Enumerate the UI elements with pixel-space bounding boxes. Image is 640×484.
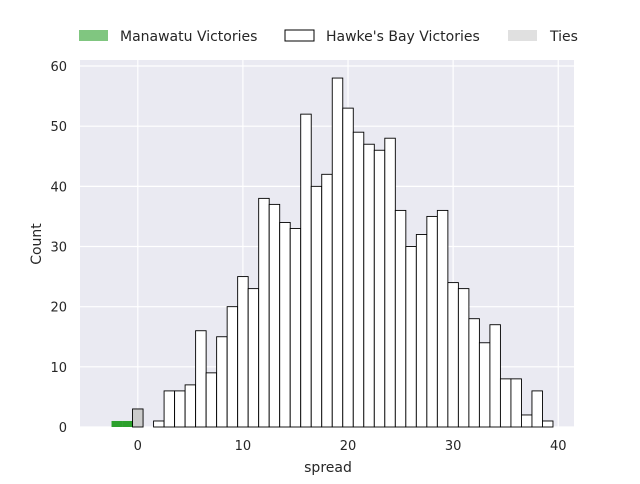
series-ties	[132, 408, 144, 428]
series-hawke-s-bay-victories	[153, 77, 554, 428]
histogram-bar	[132, 408, 144, 428]
histogram-bar	[373, 149, 386, 428]
legend-item: Hawke's Bay Victories	[284, 29, 480, 45]
histogram-bar	[436, 209, 449, 428]
histogram-bar	[310, 185, 323, 428]
legend-swatch	[508, 30, 537, 41]
histogram-bar	[279, 221, 291, 428]
series-manawatu-victories	[111, 420, 133, 427]
histogram-bar	[342, 107, 354, 428]
histogram-bar	[384, 137, 396, 428]
histogram-bar	[237, 276, 249, 428]
legend-item: Manawatu Victories	[79, 29, 257, 45]
y-tick-label: 20	[50, 301, 67, 316]
histogram-bar	[478, 342, 491, 428]
legend-item: Ties	[508, 29, 578, 45]
histogram-bar	[111, 420, 123, 427]
legend-label: Manawatu Victories	[120, 29, 257, 45]
histogram-bar	[426, 215, 438, 428]
histogram-bar	[268, 203, 281, 428]
y-tick-label: 0	[59, 421, 67, 436]
histogram-bar	[499, 378, 512, 428]
histogram-bar	[447, 282, 459, 428]
legend-swatch	[79, 30, 108, 41]
y-tick-label: 60	[50, 60, 67, 75]
legend-label: Ties	[549, 29, 578, 45]
histogram-bar	[457, 288, 470, 428]
histogram-bar	[205, 372, 218, 428]
legend-swatch	[284, 29, 315, 42]
y-tick-label: 50	[50, 120, 67, 135]
histogram-bar	[542, 420, 554, 428]
x-tick-label: 0	[134, 439, 142, 454]
histogram-bar	[258, 197, 270, 428]
histogram-bar	[468, 318, 480, 428]
y-axis-label: Count	[29, 223, 45, 265]
histogram-bar	[520, 414, 533, 428]
histogram-bar	[321, 173, 333, 428]
histogram-bar	[331, 77, 344, 428]
x-axis-label: spread	[304, 460, 352, 476]
histogram-bar	[163, 390, 176, 428]
histogram-bar	[300, 113, 312, 428]
y-tick-label: 30	[50, 241, 67, 256]
histogram-bar	[216, 336, 228, 428]
histogram-bar	[352, 131, 365, 428]
histogram-bar	[405, 246, 417, 428]
histogram-bar	[247, 288, 260, 428]
histogram-bar	[510, 378, 522, 428]
histogram-bar	[394, 209, 407, 428]
histogram-bar	[184, 384, 197, 428]
histogram-bar	[531, 390, 543, 428]
histogram-bar	[489, 324, 501, 428]
x-tick-label: 40	[550, 439, 567, 454]
histogram-bar	[122, 420, 133, 427]
y-tick-label: 10	[50, 361, 67, 376]
histogram-bar	[226, 306, 239, 428]
x-tick-label: 10	[235, 439, 252, 454]
histogram-bar	[195, 330, 207, 428]
histogram-bar	[363, 143, 375, 428]
x-tick-label: 30	[445, 439, 462, 454]
legend-label: Hawke's Bay Victories	[326, 29, 480, 45]
x-tick-label: 20	[340, 439, 357, 454]
histogram-bar	[174, 390, 186, 428]
y-tick-label: 40	[50, 180, 67, 195]
histogram-bar	[289, 228, 302, 428]
histogram-bar	[415, 234, 428, 428]
histogram-bar	[153, 420, 165, 428]
